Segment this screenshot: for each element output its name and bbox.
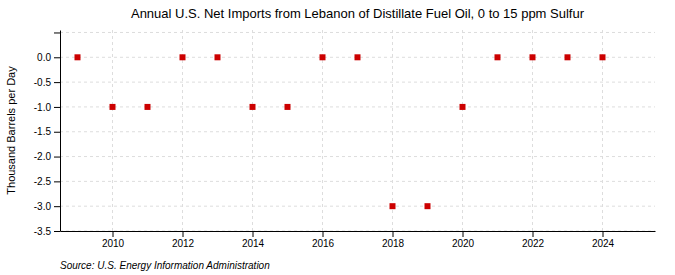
tick: 2022 xyxy=(522,231,545,249)
tick: 2010 xyxy=(102,231,125,249)
tick: 2014 xyxy=(242,231,265,249)
tick-mark xyxy=(603,231,604,237)
point xyxy=(75,54,81,60)
tick-label: 2020 xyxy=(452,238,475,249)
tick: 2012 xyxy=(172,231,195,249)
grid-line-y xyxy=(60,82,655,83)
tick: 2016 xyxy=(312,231,335,249)
tick: -0.5 xyxy=(34,77,60,88)
tick: -3.5 xyxy=(34,226,60,237)
grid-line-y xyxy=(60,206,655,207)
point xyxy=(600,54,606,60)
tick: -3.0 xyxy=(34,201,60,212)
tick-label: -1.5 xyxy=(34,126,52,137)
tick-mark xyxy=(323,231,324,237)
grid-line-y xyxy=(60,231,655,232)
tick: -1.5 xyxy=(34,126,60,137)
grid-line-x xyxy=(252,30,253,231)
tick-mark xyxy=(253,231,254,237)
grid-line-y xyxy=(60,32,655,33)
point xyxy=(285,104,291,110)
point xyxy=(215,54,221,60)
tick-mark xyxy=(54,181,60,182)
axis-line xyxy=(60,31,61,232)
tick-label: 2022 xyxy=(522,238,545,249)
source: Source: U.S. Energy Information Administ… xyxy=(60,260,270,271)
point xyxy=(460,104,466,110)
tick: 2018 xyxy=(382,231,405,249)
point xyxy=(180,54,186,60)
tick-label: 0.0 xyxy=(37,52,51,63)
axis-line xyxy=(61,231,656,232)
tick-label: -3.0 xyxy=(34,201,52,212)
point xyxy=(145,104,151,110)
title: Annual U.S. Net Imports from Lebanon of … xyxy=(131,6,585,21)
grid xyxy=(60,30,655,231)
y-axis-title: Thousand Barrels per Day xyxy=(5,66,17,195)
chart-svg: 2010 2012 2014 2016 2018 2020 2022 2024 0.0 -0.5 -… xyxy=(0,0,675,275)
point xyxy=(355,54,361,60)
tick: -2.5 xyxy=(34,176,60,187)
point xyxy=(495,54,501,60)
tick-label: 2024 xyxy=(592,238,615,249)
tick-mark xyxy=(393,231,394,237)
tick-mark xyxy=(54,82,60,83)
tick-mark xyxy=(463,231,464,237)
tick-label: -1.0 xyxy=(34,102,52,113)
point xyxy=(390,203,396,209)
point xyxy=(530,54,536,60)
tick-mark xyxy=(54,57,60,58)
grid-line-y xyxy=(60,131,655,132)
tick-mark xyxy=(54,107,60,108)
tick-mark xyxy=(54,231,60,232)
tick-mark xyxy=(113,231,114,237)
tick: -1.0 xyxy=(34,102,60,113)
grid-line-y xyxy=(60,181,655,182)
tick-mark xyxy=(54,206,60,207)
point xyxy=(565,54,571,60)
tick-label: -2.0 xyxy=(34,151,52,162)
grid-line-x xyxy=(112,30,113,231)
x-axis: 2010 2012 2014 2016 2018 2020 2022 2024 xyxy=(61,231,656,249)
tick: 0.0 xyxy=(37,52,60,63)
tick-label: 2012 xyxy=(172,238,195,249)
tick xyxy=(54,32,60,33)
y-axis: 0.0 -0.5 -1.0 -1.5 -2.0 -2.5 -3.0 -3.5 xyxy=(34,31,61,237)
grid-line-y xyxy=(60,156,655,157)
tick: 2020 xyxy=(452,231,475,249)
plot-area xyxy=(75,54,606,209)
grid-line-x xyxy=(392,30,393,231)
tick: -2.0 xyxy=(34,151,60,162)
tick: 2024 xyxy=(592,231,615,249)
tick-label: -2.5 xyxy=(34,176,52,187)
tick-mark xyxy=(54,32,60,33)
tick-mark xyxy=(54,132,60,133)
point xyxy=(425,203,431,209)
grid-line-x xyxy=(462,30,463,231)
tick-mark xyxy=(183,231,184,237)
point xyxy=(320,54,326,60)
chart-container: 2010 2012 2014 2016 2018 2020 2022 2024 0.0 -0.5 -… xyxy=(0,0,675,275)
point xyxy=(110,104,116,110)
tick-label: 2014 xyxy=(242,238,265,249)
tick-mark xyxy=(533,231,534,237)
tick-label: 2018 xyxy=(382,238,405,249)
tick-label: 2016 xyxy=(312,238,335,249)
point xyxy=(250,104,256,110)
tick-label: -0.5 xyxy=(34,77,52,88)
tick-mark xyxy=(54,157,60,158)
tick-label: 2010 xyxy=(102,238,125,249)
tick-label: -3.5 xyxy=(34,226,52,237)
